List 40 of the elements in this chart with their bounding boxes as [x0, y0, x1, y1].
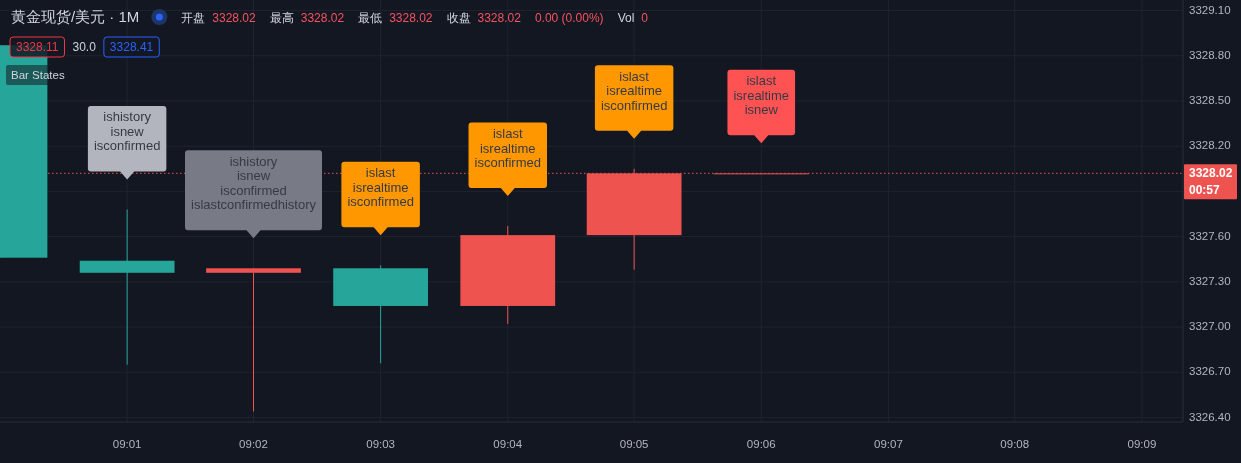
- annotation: 0: [641, 11, 649, 25]
- annotation: islast isrealtime isconfirmed: [600, 68, 668, 113]
- annotation: 0.00 (0.00%): [534, 11, 604, 25]
- annotation: 最高: [269, 11, 294, 25]
- annotation: islast isrealtime isconfirmed: [474, 126, 541, 171]
- y-tick-label: 3326.40: [1189, 410, 1231, 423]
- annotation: ishistory isnew isconfirmed islastconfirmedhistory: [191, 153, 317, 213]
- annotation: 开盘: [181, 11, 206, 25]
- y-tick-label: 3327.00: [1189, 320, 1231, 333]
- annotation: 3328.41: [109, 40, 154, 54]
- y-tick-label: 3329.10: [1189, 3, 1231, 16]
- annotation: 3328.02: [477, 11, 522, 25]
- annotation: 3328.02: [389, 11, 433, 25]
- y-tick-label: 3327.60: [1189, 229, 1231, 242]
- annotation: 收盘: [446, 11, 471, 25]
- annotation: 3328.11: [16, 40, 59, 54]
- y-tick-label: 3326.70: [1189, 365, 1231, 378]
- annotation: islast isrealtime isconfirmed: [347, 165, 414, 210]
- annotation: 3328.02: [300, 11, 345, 25]
- y-tick-label: 3328.50: [1189, 94, 1231, 107]
- annotation: 3328.02: [212, 11, 257, 25]
- annotation: 最低: [358, 11, 383, 25]
- x-tick-label: 09:06: [746, 438, 776, 451]
- x-tick-label: 09:01: [112, 438, 142, 451]
- annotation: Bar States: [11, 69, 65, 81]
- y-tick-label: 3328.80: [1189, 48, 1231, 61]
- x-tick-label: 09:02: [239, 438, 268, 451]
- x-tick-label: 09:08: [1000, 438, 1030, 451]
- x-tick-label: 09:03: [366, 438, 396, 451]
- annotation: Vol: [617, 11, 635, 25]
- y-tick-label: 3327.30: [1189, 274, 1231, 287]
- y-tick-label: 3328.20: [1189, 139, 1231, 152]
- x-tick-label: 09:05: [619, 438, 649, 451]
- annotation: 30.0: [72, 40, 97, 54]
- annotation: islast isrealtime isnew: [733, 73, 790, 118]
- x-tick-label: 09:04: [493, 438, 523, 451]
- text: 黄金现货/美元 · 1M: [11, 8, 140, 25]
- annotation: ishistory isnew isconfirmed: [93, 109, 161, 154]
- x-tick-label: 09:07: [874, 438, 903, 451]
- x-tick-label: 09:09: [1127, 438, 1157, 451]
